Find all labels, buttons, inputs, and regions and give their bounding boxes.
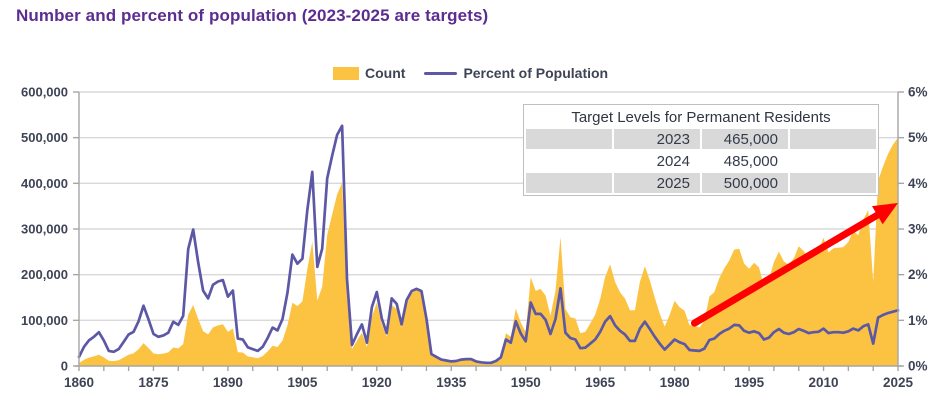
y-right-tick-label: 5%: [908, 130, 928, 145]
target-levels-table: Target Levels for Permanent Residents 20…: [523, 104, 879, 196]
empty-cell: [526, 173, 612, 193]
x-tick-label: 1980: [660, 375, 690, 390]
y-left-tick-label: 400,000: [21, 176, 68, 191]
y-left-tick-label: 100,000: [21, 313, 68, 328]
count-legend-swatch: [333, 66, 359, 80]
x-tick-label: 1920: [362, 375, 392, 390]
empty-cell: [790, 129, 876, 149]
table-header-row: Target Levels for Permanent Residents: [526, 107, 876, 127]
value-cell: 500,000: [702, 173, 788, 193]
x-tick-label: 1935: [436, 375, 467, 390]
percent-line: [77, 124, 900, 365]
y-right-tick-label: 3%: [908, 222, 928, 237]
trend-arrow-shaft: [690, 211, 881, 327]
count-area: [79, 137, 898, 366]
y-right-tick-label: 6%: [908, 85, 928, 100]
year-cell: 2023: [614, 129, 700, 149]
year-cell: 2024: [656, 152, 690, 170]
y-right-tick-label: 1%: [908, 313, 928, 328]
year-cell: 2025: [614, 173, 700, 193]
x-tick-label: 1965: [585, 375, 616, 390]
x-tick-label: 1875: [138, 375, 169, 390]
legend: Count Percent of Population: [333, 65, 608, 81]
value-cell: 465,000: [702, 129, 788, 149]
x-tick-label: 1950: [511, 375, 541, 390]
y-right-tick-label: 4%: [908, 176, 928, 191]
table-row: 2023 465,000: [526, 129, 876, 149]
table-row: 2024 485,000: [526, 151, 876, 171]
x-tick-label: 1995: [734, 375, 765, 390]
y-left-tick-label: 600,000: [21, 85, 68, 100]
empty-cell: [526, 151, 612, 171]
table-row: 2025 500,000: [526, 173, 876, 193]
x-tick-label: 1905: [287, 375, 318, 390]
y-right-tick-label: 2%: [908, 267, 928, 282]
empty-cell: [790, 173, 876, 193]
y-right-tick-label: 0%: [908, 359, 928, 374]
x-tick-label: 2025: [883, 375, 914, 390]
chart-title: Number and percent of population (2023-2…: [16, 6, 489, 25]
y-left-tick-label: 300,000: [21, 222, 68, 237]
empty-cell: [526, 129, 612, 149]
x-tick-label: 1860: [64, 375, 94, 390]
empty-cell: [790, 151, 876, 171]
percent-legend-label: Percent of Population: [463, 65, 609, 81]
trend-arrow-head: [871, 202, 898, 225]
y-left-tick-label: 200,000: [21, 267, 68, 282]
x-tick-label: 2010: [809, 375, 839, 390]
value-cell: 485,000: [723, 152, 778, 170]
y-left-tick-label: 0: [61, 359, 68, 374]
y-left-tick-label: 500,000: [21, 130, 68, 145]
count-legend-label: Count: [365, 65, 406, 81]
x-tick-label: 1890: [213, 375, 243, 390]
percent-legend-line-icon: [424, 71, 458, 75]
table-header: Target Levels for Permanent Residents: [571, 108, 831, 126]
